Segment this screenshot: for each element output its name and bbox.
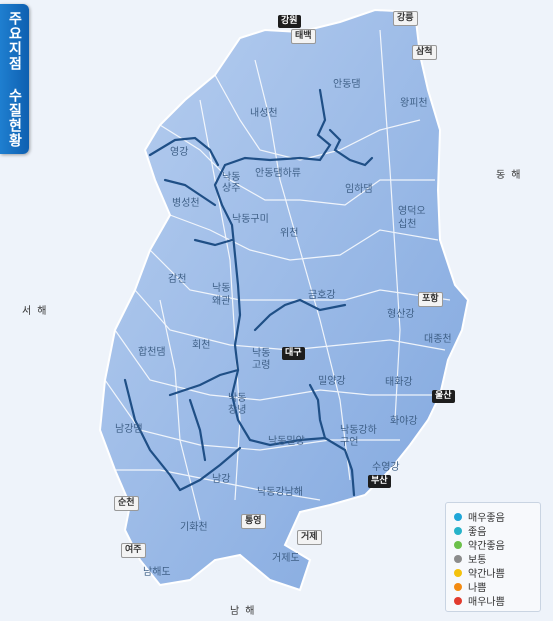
status-dot-icon bbox=[454, 596, 462, 605]
basin-label[interactable]: 거제도 bbox=[272, 553, 300, 564]
river-network bbox=[123, 88, 374, 497]
status-dot-icon bbox=[454, 512, 462, 521]
basin-label[interactable]: 영강 bbox=[170, 147, 189, 158]
legend-item: 약간나쁨 bbox=[454, 565, 505, 580]
city-marker[interactable]: 강원 bbox=[278, 15, 301, 28]
legend-item: 보통 bbox=[454, 551, 486, 566]
basin-label[interactable]: 대종천 bbox=[424, 334, 452, 345]
legend-item: 매우나쁨 bbox=[454, 593, 505, 608]
basin-label[interactable]: 왕피천 bbox=[400, 98, 428, 109]
basin-label[interactable]: 화야강 bbox=[390, 416, 418, 427]
basin-label[interactable]: 감천 bbox=[168, 274, 187, 285]
city-marker[interactable]: 거제 bbox=[297, 530, 322, 545]
sea-label-south: 남해 bbox=[230, 606, 261, 617]
basin-label[interactable]: 수영강 bbox=[372, 462, 400, 473]
status-dot-icon bbox=[454, 582, 462, 591]
city-marker[interactable]: 강릉 bbox=[393, 11, 418, 26]
city-marker[interactable]: 포항 bbox=[418, 292, 443, 307]
basin-label[interactable]: 낙동창녕 bbox=[228, 393, 247, 416]
basin-label[interactable]: 낙동상주 bbox=[222, 172, 241, 194]
basin-label[interactable]: 형산강 bbox=[387, 309, 415, 320]
basin-label[interactable]: 금호강 bbox=[308, 290, 336, 301]
basin-label[interactable]: 영덕오십천 bbox=[398, 206, 426, 230]
status-dot-icon bbox=[454, 554, 462, 563]
basin-label[interactable]: 병성천 bbox=[172, 198, 200, 209]
page-title: 주요지점 수질현황 bbox=[0, 4, 29, 154]
city-marker[interactable]: 울산 bbox=[432, 390, 455, 403]
basin-borders bbox=[104, 29, 451, 521]
legend-item: 나쁨 bbox=[454, 579, 486, 594]
basin-label[interactable]: 임하댐 bbox=[345, 184, 373, 195]
basin-label[interactable]: 태화강 bbox=[385, 377, 413, 388]
city-marker[interactable]: 부산 bbox=[368, 475, 391, 488]
sea-label-east: 동해 bbox=[496, 170, 527, 181]
city-marker[interactable]: 여주 bbox=[121, 543, 146, 558]
basin-label[interactable]: 안동댐 bbox=[333, 79, 361, 90]
basin-label[interactable]: 남해도 bbox=[143, 567, 171, 578]
basin-label[interactable]: 낙동고령 bbox=[252, 348, 271, 371]
basin-label[interactable]: 위천 bbox=[280, 228, 299, 239]
city-marker[interactable]: 순천 bbox=[114, 496, 139, 511]
basin-label[interactable]: 합천댐 bbox=[138, 347, 166, 358]
basin-label[interactable]: 밀양강 bbox=[318, 376, 346, 387]
legend-item: 좋음 bbox=[454, 523, 486, 538]
basin-label[interactable]: 남강 bbox=[212, 474, 231, 485]
legend-item: 매우좋음 bbox=[454, 509, 505, 524]
basin-label[interactable]: 안동댐하류 bbox=[255, 168, 301, 179]
basin-label[interactable]: 낙동왜관 bbox=[212, 283, 231, 307]
city-marker[interactable]: 대구 bbox=[282, 347, 305, 360]
basin-label[interactable]: 낙동강남해 bbox=[257, 487, 303, 498]
status-dot-icon bbox=[454, 540, 462, 549]
sea-label-west: 서해 bbox=[22, 306, 53, 317]
basin-label[interactable]: 낙동구미 bbox=[232, 214, 269, 225]
basin-label[interactable]: 낙동밀양 bbox=[268, 436, 305, 447]
basin-label[interactable]: 내성천 bbox=[250, 108, 278, 119]
legend: 매우좋음 좋음 약간좋음 보통 약간나쁨 나쁨 매우나쁨 bbox=[445, 502, 541, 612]
legend-item: 약간좋음 bbox=[454, 537, 505, 552]
city-marker[interactable]: 태백 bbox=[291, 29, 316, 44]
status-dot-icon bbox=[454, 568, 462, 577]
status-dot-icon bbox=[454, 526, 462, 535]
city-marker[interactable]: 통영 bbox=[241, 514, 266, 529]
basin-label[interactable]: 남강댐 bbox=[115, 424, 143, 435]
basin-label[interactable]: 회천 bbox=[192, 340, 211, 351]
basin-label[interactable]: 기화천 bbox=[180, 522, 208, 533]
basin-label[interactable]: 낙동강하구언 bbox=[340, 425, 377, 448]
city-marker[interactable]: 삼척 bbox=[412, 45, 437, 60]
